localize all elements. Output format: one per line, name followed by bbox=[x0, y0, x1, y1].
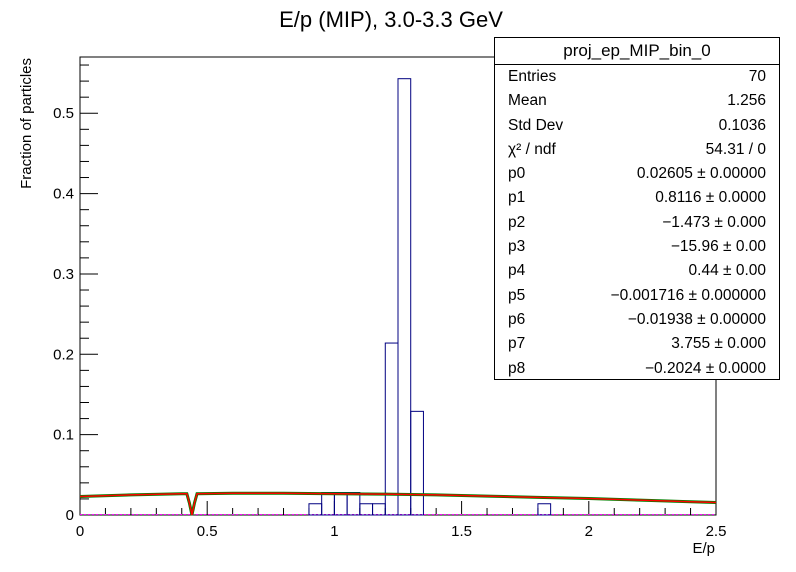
stats-row: p7 3.755 ± 0.000 bbox=[495, 332, 779, 356]
stats-row: Std Dev 0.1036 bbox=[495, 114, 779, 138]
stats-key: Mean bbox=[508, 92, 547, 110]
stats-row: p6 −0.01938 ± 0.00000 bbox=[495, 308, 779, 332]
x-tick-label: 1.5 bbox=[451, 523, 472, 540]
y-axis-label: Fraction of particles bbox=[18, 58, 35, 189]
y-tick-label: 0.4 bbox=[53, 186, 74, 203]
stats-key: p4 bbox=[508, 262, 526, 280]
stats-key: p5 bbox=[508, 286, 526, 304]
stats-row: p3 −15.96 ± 0.00 bbox=[495, 235, 779, 259]
stats-value: −15.96 ± 0.00 bbox=[670, 238, 766, 256]
histogram-bin bbox=[308, 503, 323, 516]
stats-row: χ² / ndf 54.31 / 0 bbox=[495, 138, 779, 162]
y-tick-label: 0.1 bbox=[53, 427, 74, 444]
x-tick-label: 0.5 bbox=[197, 523, 218, 540]
stats-key: p6 bbox=[508, 310, 526, 328]
stats-key: χ² / ndf bbox=[508, 140, 556, 158]
stats-row: p0 0.02605 ± 0.00000 bbox=[495, 162, 779, 186]
histogram-bin bbox=[410, 410, 424, 516]
stats-value: −1.473 ± 0.000 bbox=[662, 213, 766, 231]
stats-value: −0.001716 ± 0.000000 bbox=[610, 286, 766, 304]
histogram-bin bbox=[537, 503, 552, 516]
histogram-bin bbox=[321, 492, 335, 516]
y-tick-label: 0.3 bbox=[53, 266, 74, 283]
histogram-bin bbox=[397, 78, 412, 516]
stats-value: −0.2024 ± 0.0000 bbox=[645, 359, 766, 377]
stats-key: Entries bbox=[508, 68, 557, 85]
histogram-bin bbox=[333, 492, 348, 516]
histogram bbox=[308, 78, 552, 516]
stats-value: 0.44 ± 0.00 bbox=[688, 262, 766, 280]
fit-curve bbox=[79, 491, 717, 516]
stats-key: Std Dev bbox=[508, 116, 564, 134]
stats-row: p1 0.8116 ± 0.0000 bbox=[495, 186, 779, 210]
stats-rows: Entries 70 Mean 1.256 Std Dev 0.1036 χ² / ndf 5… bbox=[495, 65, 779, 381]
stats-value: 0.8116 ± 0.0000 bbox=[655, 189, 766, 207]
stats-row: p4 0.44 ± 0.00 bbox=[495, 259, 779, 283]
stats-box: proj_ep_MIP_bin_0 Entries 70 Mean 1.256 Std … bbox=[494, 37, 780, 380]
x-tick-label: 1 bbox=[330, 523, 338, 540]
stats-value: 54.31 / 0 bbox=[705, 140, 766, 158]
stats-key: p1 bbox=[508, 189, 526, 207]
y-tick-label: 0 bbox=[66, 507, 74, 524]
chart-title: E/p (MIP), 3.0-3.3 GeV bbox=[279, 7, 503, 32]
stats-value: 0.1036 bbox=[718, 116, 766, 134]
stats-row: p8 −0.2024 ± 0.0000 bbox=[495, 357, 779, 381]
stats-value: 3.755 ± 0.000 bbox=[671, 335, 766, 353]
histogram-bin bbox=[359, 503, 374, 516]
y-tick-label: 0.2 bbox=[53, 346, 74, 363]
stats-row: p5 −0.001716 ± 0.000000 bbox=[495, 284, 779, 308]
stats-value: 70 bbox=[748, 68, 766, 85]
x-tick-label: 2.5 bbox=[706, 523, 727, 540]
stats-row: Mean 1.256 bbox=[495, 89, 779, 113]
y-tick-label: 0.5 bbox=[53, 105, 74, 122]
x-axis-label: E/p bbox=[692, 540, 715, 557]
stats-key: p3 bbox=[508, 238, 526, 256]
stats-key: p7 bbox=[508, 335, 526, 353]
stats-value: 0.02605 ± 0.00000 bbox=[636, 165, 766, 183]
x-tick-label: 0 bbox=[76, 523, 84, 540]
stats-row: Entries 70 bbox=[495, 65, 779, 89]
stats-value: 1.256 bbox=[727, 92, 766, 110]
histogram-bin bbox=[372, 503, 386, 516]
stats-key: p0 bbox=[508, 165, 526, 183]
stats-key: p8 bbox=[508, 359, 526, 377]
histogram-bin bbox=[346, 492, 361, 516]
histogram-bin bbox=[384, 342, 399, 516]
stats-box-title: proj_ep_MIP_bin_0 bbox=[495, 38, 779, 65]
x-tick-label: 2 bbox=[585, 523, 593, 540]
stats-row: p2 −1.473 ± 0.000 bbox=[495, 211, 779, 235]
fit-curve-line bbox=[79, 492, 717, 516]
stats-key: p2 bbox=[508, 213, 526, 231]
stats-value: −0.01938 ± 0.00000 bbox=[627, 310, 766, 328]
